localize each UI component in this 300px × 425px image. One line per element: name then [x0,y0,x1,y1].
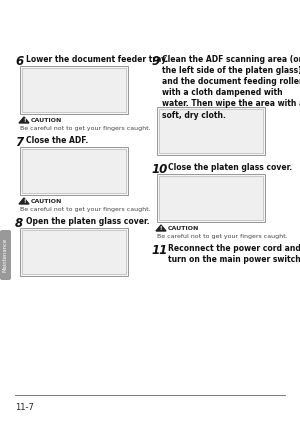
Text: 8: 8 [15,217,23,230]
Text: CAUTION: CAUTION [168,226,200,231]
Text: !: ! [23,118,25,123]
Polygon shape [19,117,29,123]
Bar [20,66,128,114]
Text: Reconnect the power cord and
turn on the main power switch.: Reconnect the power cord and turn on the… [168,244,300,264]
Bar [22,149,126,193]
Bar [22,68,126,112]
Text: 11: 11 [152,244,168,257]
Bar [22,230,126,274]
Text: Close the ADF.: Close the ADF. [26,136,88,145]
Bar [159,176,263,220]
Polygon shape [19,198,29,204]
Text: Maintenance: Maintenance [3,238,8,272]
Text: !: ! [23,199,25,204]
Text: 10: 10 [152,163,168,176]
Text: Open the platen glass cover.: Open the platen glass cover. [26,217,149,226]
Text: 7: 7 [15,136,23,149]
Text: Close the platen glass cover.: Close the platen glass cover. [168,163,292,172]
FancyBboxPatch shape [0,230,11,280]
Polygon shape [156,225,166,231]
Text: Be careful not to get your fingers caught.: Be careful not to get your fingers caugh… [157,234,288,239]
Text: Lower the document feeder tray.: Lower the document feeder tray. [26,55,168,64]
Text: 6: 6 [15,55,23,68]
Bar [157,107,265,155]
Text: !: ! [160,226,162,231]
Text: CAUTION: CAUTION [31,118,62,123]
Bar [157,174,265,222]
Text: Be careful not to get your fingers caught.: Be careful not to get your fingers caugh… [20,207,151,212]
Text: Be careful not to get your fingers caught.: Be careful not to get your fingers caugh… [20,126,151,131]
Text: CAUTION: CAUTION [31,199,62,204]
Text: 9: 9 [152,55,160,68]
Bar [20,147,128,195]
Bar [159,109,263,153]
Text: Clean the ADF scanning area (on
the left side of the platen glass)
and the docum: Clean the ADF scanning area (on the left… [162,55,300,119]
Text: 11-7: 11-7 [15,403,34,412]
Bar [20,228,128,276]
